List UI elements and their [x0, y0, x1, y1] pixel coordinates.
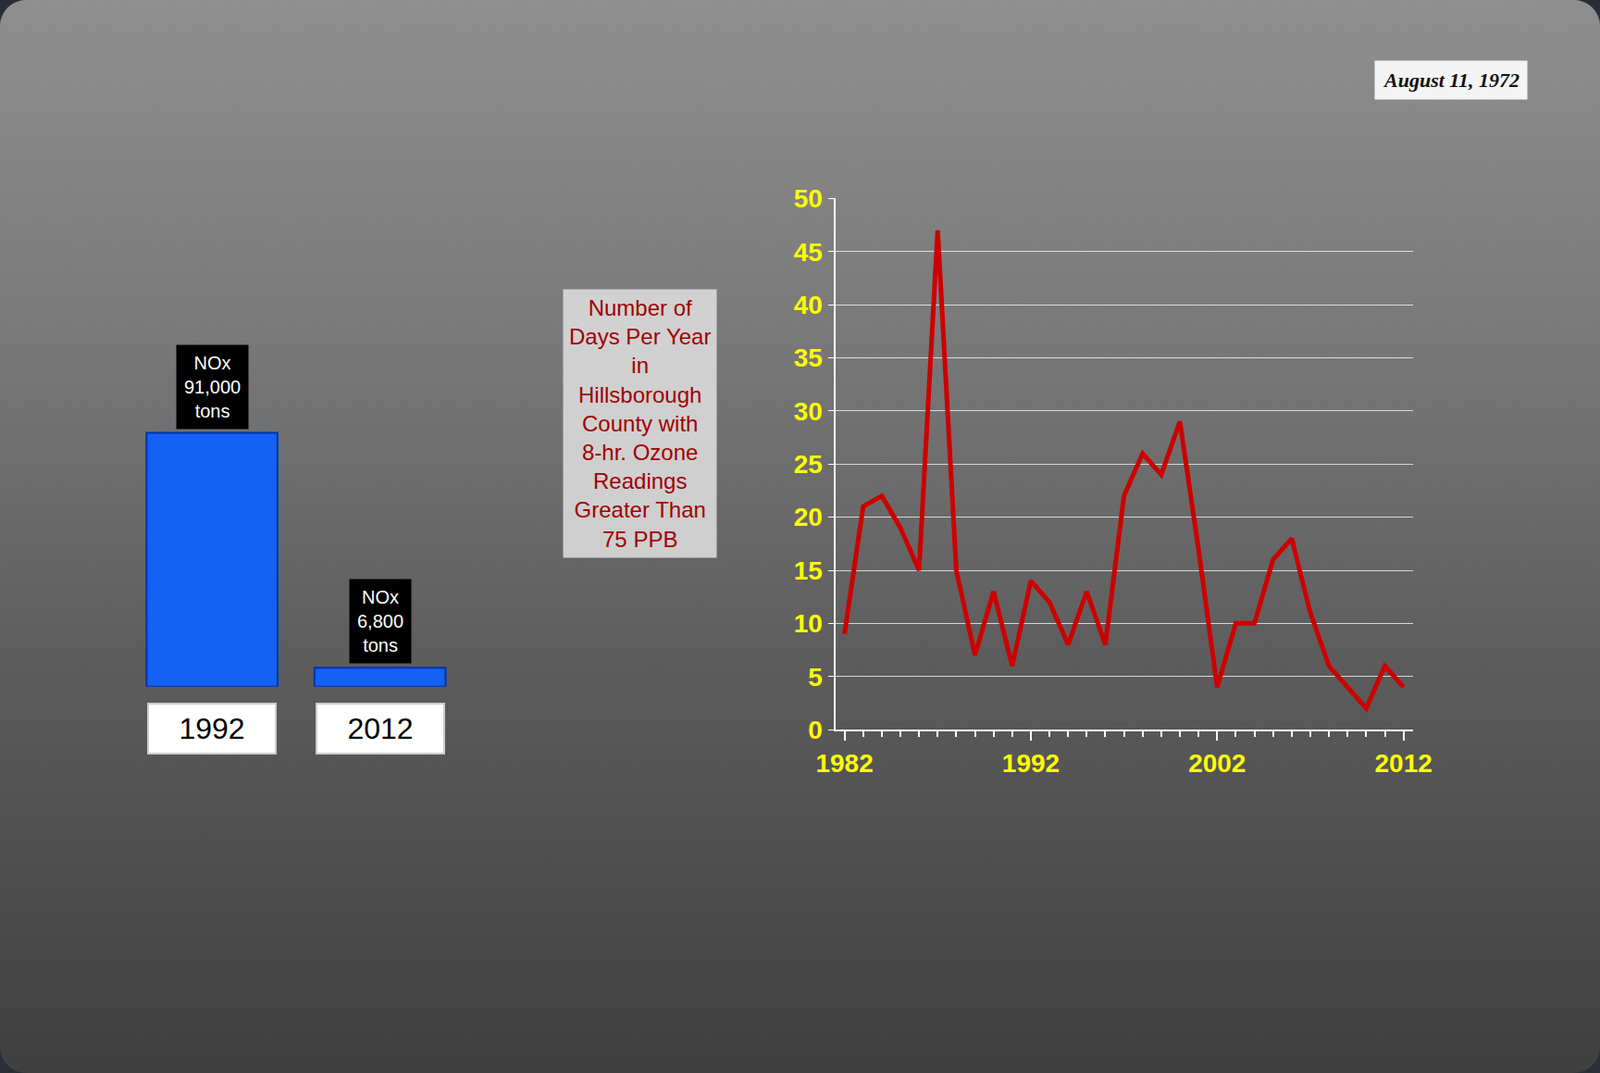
svg-text:5: 5 [807, 662, 823, 692]
svg-text:NOx6,800tons: NOx6,800tons [357, 586, 404, 656]
svg-text:40: 40 [793, 290, 823, 320]
svg-text:30: 30 [793, 396, 823, 426]
svg-text:1992: 1992 [1002, 748, 1060, 778]
svg-text:2002: 2002 [1188, 748, 1246, 778]
svg-text:35: 35 [793, 343, 823, 373]
svg-text:10: 10 [793, 608, 823, 638]
svg-text:Number ofDays Per YearinHillsb: Number ofDays Per YearinHillsboroughCoun… [569, 295, 711, 552]
svg-text:1992: 1992 [178, 711, 245, 745]
svg-text:1982: 1982 [815, 748, 873, 778]
svg-text:45: 45 [793, 237, 823, 267]
svg-text:25: 25 [793, 449, 823, 479]
svg-text:2012: 2012 [1374, 748, 1432, 778]
svg-text:15: 15 [793, 556, 823, 585]
svg-text:August 11, 1972: August 11, 1972 [1382, 68, 1520, 92]
svg-text:2012: 2012 [347, 711, 413, 745]
svg-text:50: 50 [793, 184, 823, 213]
svg-text:NOx91,000tons: NOx91,000tons [184, 352, 241, 422]
svg-text:0: 0 [807, 715, 823, 745]
svg-text:20: 20 [793, 502, 823, 532]
